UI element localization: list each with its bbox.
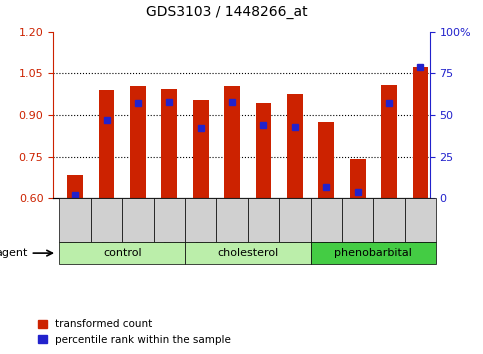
Bar	[248, 198, 279, 242]
Bar	[405, 198, 436, 242]
Bar	[67, 175, 83, 198]
Bar	[122, 198, 154, 242]
Bar	[287, 94, 303, 198]
Bar	[185, 242, 311, 264]
Bar	[256, 103, 271, 198]
Text: control: control	[103, 248, 142, 258]
Bar	[185, 198, 216, 242]
Bar	[91, 198, 122, 242]
Legend: transformed count, percentile rank within the sample: transformed count, percentile rank withi…	[34, 315, 235, 349]
Text: phenobarbital: phenobarbital	[334, 248, 412, 258]
Bar	[161, 89, 177, 198]
Bar	[216, 198, 248, 242]
Bar	[350, 159, 366, 198]
Text: GDS3103 / 1448266_at: GDS3103 / 1448266_at	[146, 5, 308, 19]
Bar	[59, 198, 91, 242]
Bar	[193, 100, 209, 198]
Bar	[224, 86, 240, 198]
Bar	[373, 198, 405, 242]
Bar	[311, 242, 436, 264]
Bar	[279, 198, 311, 242]
Bar	[59, 242, 185, 264]
Bar	[154, 198, 185, 242]
Bar	[412, 67, 428, 198]
Bar	[130, 86, 146, 198]
Bar	[311, 198, 342, 242]
Bar	[318, 122, 334, 198]
Bar	[342, 198, 373, 242]
Bar	[381, 85, 397, 198]
Text: agent: agent	[0, 248, 28, 258]
Text: cholesterol: cholesterol	[217, 248, 278, 258]
Bar	[99, 90, 114, 198]
